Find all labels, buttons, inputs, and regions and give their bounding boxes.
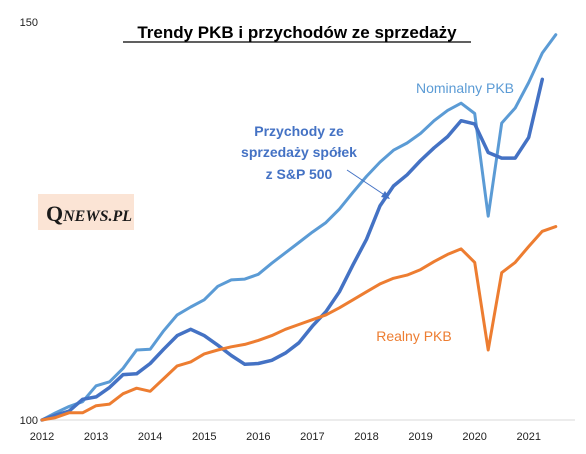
x-tick-label: 2018 [354, 431, 378, 443]
annotation-realny-pkb: Realny PKB [376, 328, 451, 344]
y-tick-label: 100 [20, 415, 38, 427]
annotation-revenue-line-3: z S&P 500 [266, 166, 333, 182]
annotation-arrow [346, 169, 387, 197]
logo-q: Q [46, 201, 64, 226]
qnews-logo-text: QNEWS.PL [46, 201, 132, 227]
annotation-revenue-line-1: Przychody ze [254, 123, 344, 139]
y-tick-label: 150 [20, 17, 38, 29]
x-tick-label: 2016 [246, 431, 270, 443]
chart-title: Trendy PKB i przychodów ze sprzedaży [137, 23, 457, 42]
series-line-1 [40, 77, 545, 422]
annotation-nominal-pkb: Nominalny PKB [416, 80, 514, 96]
x-tick-label: 2014 [138, 431, 162, 443]
x-tick-label: 2017 [300, 431, 324, 443]
annotation-revenue-line-2: sprzedaży spółek [241, 144, 357, 160]
x-tick-label: 2013 [84, 431, 108, 443]
series-line-2 [40, 225, 558, 422]
annotation-arrowhead [381, 191, 390, 199]
series-line-0 [40, 33, 558, 422]
x-tick-label: 2015 [192, 431, 216, 443]
x-tick-label: 2019 [408, 431, 432, 443]
logo-rest: NEWS.PL [63, 208, 133, 225]
x-tick-label: 2020 [462, 431, 486, 443]
x-tick-label: 2021 [516, 431, 540, 443]
x-tick-label: 2012 [30, 431, 54, 443]
qnews-logo [38, 194, 134, 230]
